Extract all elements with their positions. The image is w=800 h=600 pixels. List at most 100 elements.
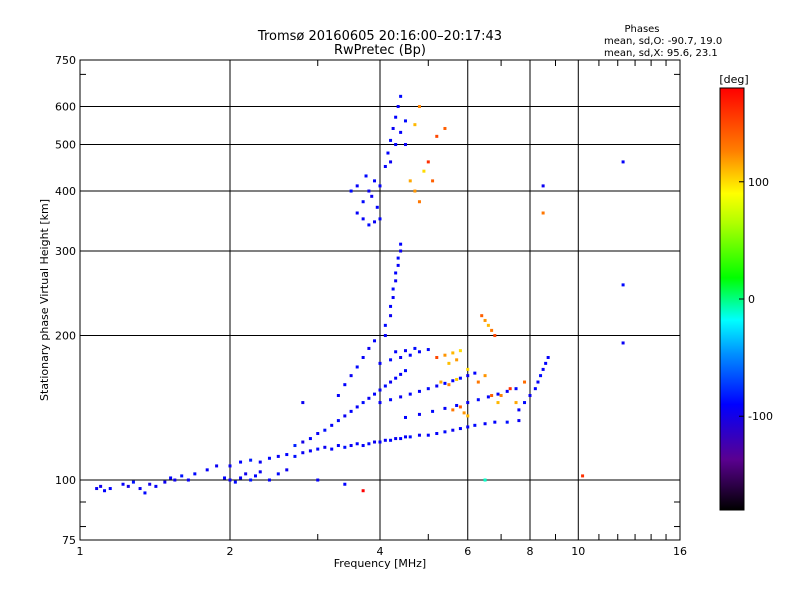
data-point bbox=[169, 476, 173, 480]
data-point bbox=[95, 487, 99, 491]
data-point bbox=[394, 143, 398, 147]
data-point bbox=[121, 482, 125, 486]
data-point bbox=[173, 478, 177, 482]
data-point bbox=[103, 489, 107, 493]
data-point bbox=[408, 353, 412, 357]
data-point bbox=[349, 374, 353, 378]
data-point bbox=[378, 361, 382, 365]
data-point bbox=[391, 126, 395, 130]
data-point bbox=[148, 482, 152, 486]
data-point bbox=[293, 454, 297, 458]
data-point bbox=[426, 387, 430, 391]
data-point bbox=[244, 472, 248, 476]
data-point bbox=[443, 353, 447, 357]
data-point bbox=[486, 395, 490, 399]
data-point bbox=[528, 394, 532, 398]
data-point bbox=[399, 249, 403, 253]
data-point bbox=[336, 419, 340, 423]
data-point bbox=[383, 384, 387, 388]
data-point bbox=[455, 377, 459, 381]
data-point bbox=[466, 374, 470, 378]
data-point bbox=[396, 105, 400, 109]
data-point bbox=[349, 189, 353, 193]
data-point bbox=[215, 464, 219, 468]
data-point bbox=[426, 348, 430, 352]
data-point bbox=[336, 444, 340, 448]
data-point bbox=[383, 164, 387, 168]
data-point bbox=[367, 396, 371, 400]
data-point bbox=[523, 401, 527, 405]
data-point bbox=[355, 211, 359, 215]
data-point bbox=[408, 179, 412, 183]
data-point bbox=[523, 380, 527, 384]
chart-subtitle: RwPretec (Bp) bbox=[334, 43, 426, 58]
data-point bbox=[490, 394, 494, 398]
data-point bbox=[373, 392, 377, 396]
data-point bbox=[378, 440, 382, 444]
data-point bbox=[143, 491, 147, 495]
data-point bbox=[403, 143, 407, 147]
data-point bbox=[99, 484, 103, 488]
data-point bbox=[517, 408, 521, 412]
data-point bbox=[108, 487, 112, 491]
data-point bbox=[455, 358, 459, 362]
data-point bbox=[517, 419, 521, 423]
data-point bbox=[361, 489, 365, 493]
x-tick-label: 10 bbox=[571, 545, 585, 558]
data-point bbox=[417, 412, 421, 416]
y-tick-label: 600 bbox=[55, 101, 76, 114]
data-point bbox=[496, 392, 500, 396]
data-point bbox=[466, 414, 470, 418]
data-point bbox=[373, 179, 377, 183]
data-point bbox=[389, 314, 393, 318]
x-tick-label: 1 bbox=[77, 545, 84, 558]
data-point bbox=[253, 474, 257, 478]
data-point bbox=[621, 160, 625, 164]
data-point bbox=[249, 478, 253, 482]
data-point bbox=[476, 398, 480, 402]
data-point bbox=[355, 184, 359, 188]
data-point bbox=[394, 437, 398, 441]
data-point bbox=[399, 130, 403, 134]
data-point bbox=[473, 423, 477, 427]
data-point bbox=[439, 380, 443, 384]
data-point bbox=[180, 474, 184, 478]
data-point bbox=[493, 334, 497, 338]
data-point bbox=[480, 314, 484, 318]
data-point bbox=[223, 476, 227, 480]
data-point bbox=[154, 484, 158, 488]
data-point bbox=[391, 296, 395, 300]
x-tick-label: 8 bbox=[527, 545, 534, 558]
data-point bbox=[228, 464, 232, 468]
data-point bbox=[426, 433, 430, 437]
data-point bbox=[205, 468, 209, 472]
data-point bbox=[403, 349, 407, 353]
data-point bbox=[330, 447, 334, 451]
data-point bbox=[546, 355, 550, 359]
chart-title: Tromsø 20160605 20:16:00–20:17:43 bbox=[257, 29, 502, 44]
data-point bbox=[389, 138, 393, 142]
data-point bbox=[533, 387, 537, 391]
data-point bbox=[361, 200, 365, 204]
data-point bbox=[389, 358, 393, 362]
data-point bbox=[364, 174, 368, 178]
data-point bbox=[447, 361, 451, 365]
data-point bbox=[451, 428, 455, 432]
data-point bbox=[541, 367, 545, 371]
data-point bbox=[431, 179, 435, 183]
data-point bbox=[435, 355, 439, 359]
data-point bbox=[496, 401, 500, 405]
data-point bbox=[403, 119, 407, 123]
data-point bbox=[403, 415, 407, 419]
data-point bbox=[301, 401, 305, 405]
data-point bbox=[508, 387, 512, 391]
data-point bbox=[403, 435, 407, 439]
data-point bbox=[389, 438, 393, 442]
data-point bbox=[458, 405, 462, 409]
data-point bbox=[422, 169, 426, 173]
data-point bbox=[276, 454, 280, 458]
x-tick-label: 2 bbox=[227, 545, 234, 558]
data-point bbox=[258, 460, 262, 464]
data-point bbox=[193, 472, 197, 476]
